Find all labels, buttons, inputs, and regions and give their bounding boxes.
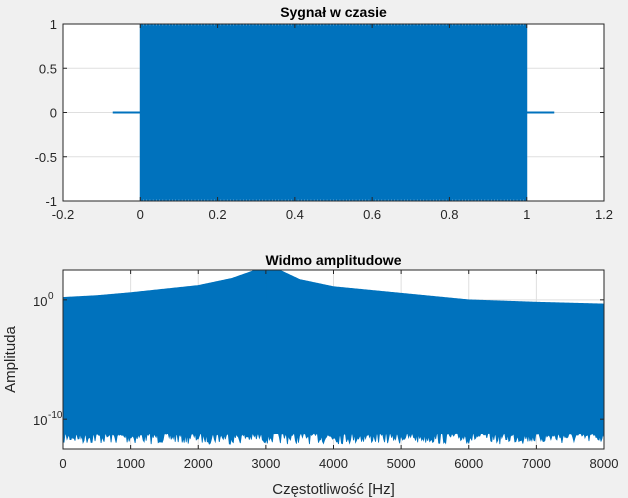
- spectrum-x-axis-label: Częstotliwość [Hz]: [272, 481, 395, 498]
- spectrum-y-axis-label: Amplituda: [2, 325, 19, 392]
- x-tick-label: 0.4: [286, 207, 304, 222]
- x-tick-label: 5000: [387, 456, 416, 471]
- x-tick-label: 6000: [454, 456, 483, 471]
- time-signal-title: Sygnał w czasie: [280, 4, 387, 20]
- x-tick-label: 0: [137, 207, 144, 222]
- spectrum-title: Widmo amplitudowe: [266, 252, 402, 268]
- y-tick-exponent: -10: [48, 410, 63, 421]
- y-tick-exponent: 0: [48, 291, 54, 302]
- signal-band: [112, 23, 555, 202]
- x-tick-label: 4000: [319, 456, 348, 471]
- y-tick-label: 10: [33, 413, 47, 428]
- y-tick-label: -1: [45, 194, 57, 209]
- x-tick-label: 1000: [116, 456, 145, 471]
- x-tick-label: 0.8: [440, 207, 458, 222]
- time-signal-axes: -0.2 0 0.2 0.4 0.6 0.8 1 1.2 1 0.5 0 -0.5 -1 Sygnał …: [35, 4, 613, 222]
- y-tick-label: 0: [50, 106, 57, 121]
- x-tick-label: 0.6: [363, 207, 381, 222]
- x-tick-label: 2000: [184, 456, 213, 471]
- x-tick-label: 0: [59, 456, 66, 471]
- x-tick-label: 7000: [522, 456, 551, 471]
- y-tick-label: 0.5: [39, 61, 57, 76]
- x-tick-label: -0.2: [52, 207, 74, 222]
- y-tick-label: 1: [50, 17, 57, 32]
- time-signal-series: [112, 23, 555, 202]
- y-tick-label: 10: [33, 294, 47, 309]
- x-tick-label: 0.2: [209, 207, 227, 222]
- x-tick-label: 8000: [590, 456, 619, 471]
- x-tick-label: 3000: [251, 456, 280, 471]
- x-tick-label: 1.2: [595, 207, 613, 222]
- time-signal-ticks: -0.2 0 0.2 0.4 0.6 0.8 1 1.2 1 0.5 0 -0.5 -1: [35, 17, 613, 222]
- x-tick-label: 1: [523, 207, 530, 222]
- y-tick-label: -0.5: [35, 150, 57, 165]
